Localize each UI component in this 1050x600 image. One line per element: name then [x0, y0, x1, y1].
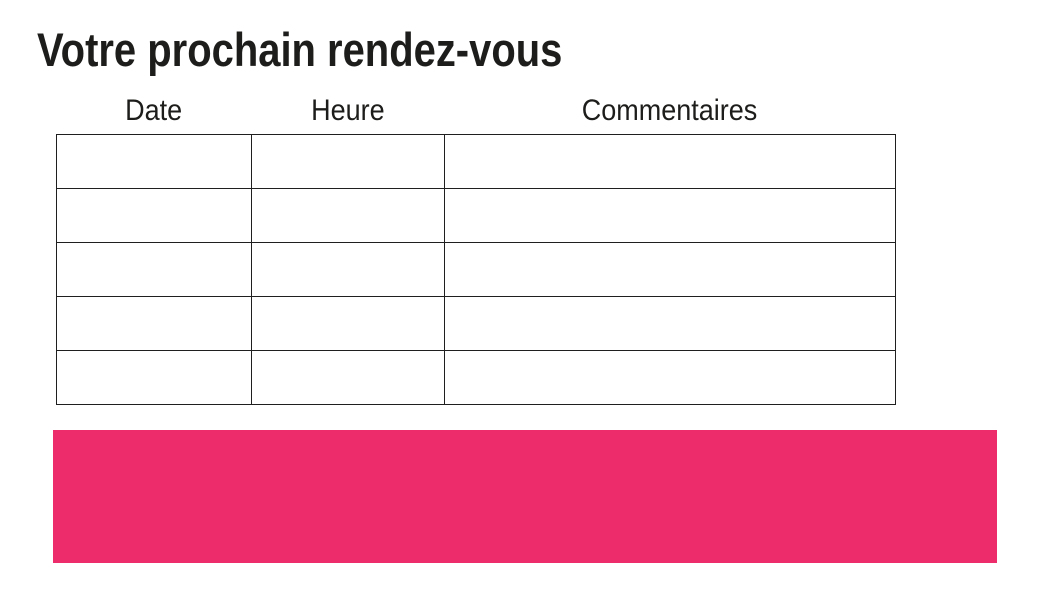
table-cell-commentaires — [444, 188, 896, 243]
table-cell-date — [56, 188, 252, 243]
table-row — [56, 350, 896, 405]
appointments-table — [56, 134, 896, 405]
table-cell-heure — [251, 188, 445, 243]
table-cell-heure — [251, 296, 445, 351]
column-header-heure-label: Heure — [310, 94, 385, 127]
column-header-date: Date — [56, 94, 251, 128]
table-cell-commentaires — [444, 134, 896, 189]
table-row — [56, 134, 896, 189]
table-row — [56, 296, 896, 351]
highlight-banner — [53, 430, 997, 563]
table-cell-date — [56, 134, 252, 189]
column-header-commentaires-label: Commentaires — [581, 94, 758, 127]
table-cell-heure — [251, 242, 445, 297]
table-column-headers: Date Heure Commentaires — [56, 94, 895, 128]
page-title: Votre prochain rendez-vous — [37, 23, 563, 76]
appointments-table-body — [56, 134, 896, 405]
column-header-date-label: Date — [124, 94, 183, 127]
table-cell-date — [56, 242, 252, 297]
table-row — [56, 242, 896, 297]
table-cell-heure — [251, 134, 445, 189]
table-row — [56, 188, 896, 243]
column-header-heure: Heure — [251, 94, 444, 128]
table-cell-date — [56, 296, 252, 351]
table-cell-commentaires — [444, 296, 896, 351]
table-cell-commentaires — [444, 242, 896, 297]
table-cell-heure — [251, 350, 445, 405]
column-header-commentaires: Commentaires — [444, 94, 895, 128]
table-cell-date — [56, 350, 252, 405]
table-cell-commentaires — [444, 350, 896, 405]
